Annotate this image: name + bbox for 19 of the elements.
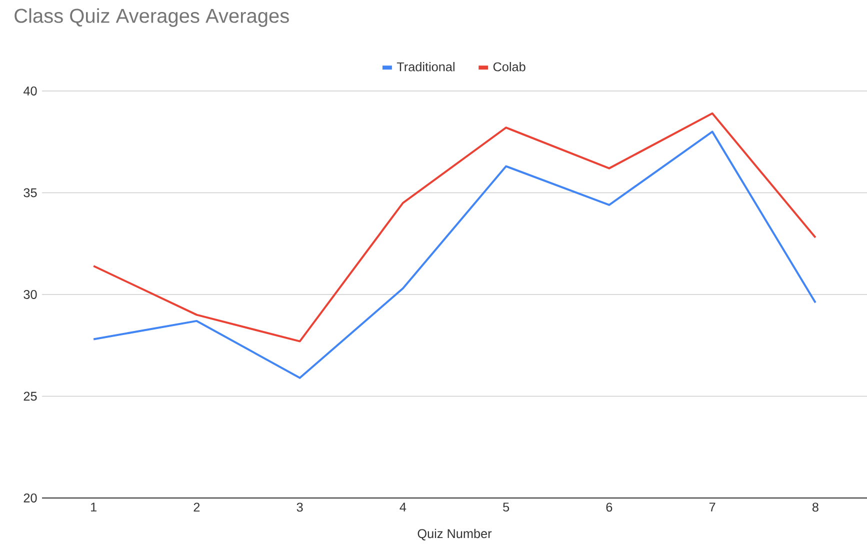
line-series <box>92 130 816 379</box>
x-tick-label: 6 <box>606 502 612 512</box>
x-tick-label: 7 <box>709 502 716 512</box>
legend-label: Colab <box>493 62 526 72</box>
x-tick-label: 3 <box>296 502 303 512</box>
x-axis-title: Quiz Number <box>418 528 492 540</box>
line-series <box>92 112 816 342</box>
x-tick-label: 8 <box>812 502 818 512</box>
y-tick-label: 30 <box>24 290 37 299</box>
y-tick-label: 25 <box>24 392 37 401</box>
x-tick-label: 1 <box>91 502 96 512</box>
legend-label: Traditional <box>396 62 454 72</box>
x-tick-label: 4 <box>400 502 406 512</box>
x-tick-label: 2 <box>194 502 200 512</box>
y-tick-label: 40 <box>24 86 37 96</box>
chart-title: Class Quiz Averages Averages <box>14 8 289 27</box>
y-tick-label: 20 <box>24 494 37 502</box>
x-tick-label: 5 <box>503 502 510 512</box>
y-tick-label: 35 <box>24 188 37 198</box>
